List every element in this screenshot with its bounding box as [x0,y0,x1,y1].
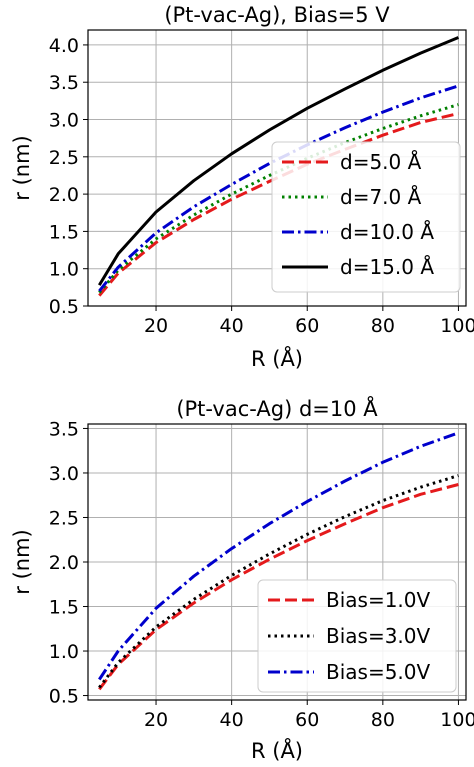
x-tick-label: 60 [295,315,319,337]
chart-panel-2: 20 40 60 80 100 0.5 1.0 1.5 2.0 2.5 3.0 3.5 (Pt-vac-… [10,395,474,763]
series-line-4 [98,36,459,286]
legend-label-3: d=10.0 Å [340,220,434,244]
y-tick-label: 2.0 [49,184,79,206]
series-line-2 [98,474,459,689]
x-tick-label: 80 [371,709,395,731]
chart-title: (Pt-vac-Ag) d=10 Å [176,395,378,421]
y-tick-label: 4.0 [49,35,79,57]
y-axis-title: r (nm) [10,135,34,200]
x-tick-label: 60 [295,709,319,731]
x-axis-title: R (Å) [251,737,303,763]
y-tick-label: 1.0 [49,641,79,663]
x-tick-label: 20 [144,315,168,337]
y-tick-label: 2.5 [49,507,79,529]
legend-label-4: d=15.0 Å [340,255,434,279]
y-tick-label: 0.5 [49,296,79,318]
x-tick-label: 40 [220,315,244,337]
legend-label-2: Bias=3.0V [326,624,431,648]
legend-box [257,579,457,693]
legend: Bias=1.0V Bias=3.0V Bias=5.0V [257,579,457,693]
x-tick-label: 40 [220,709,244,731]
y-tick-label: 1.0 [49,259,79,281]
x-tick-label: 80 [371,315,395,337]
series-line-2 [98,103,459,294]
legend-label-1: Bias=1.0V [326,588,431,612]
x-axis-title: R (Å) [251,345,303,371]
legend-box [271,141,461,293]
plot-frame [87,29,467,307]
y-tick-label: 0.5 [49,686,79,708]
y-axis-title: r (nm) [10,529,34,594]
y-tick-label: 2.0 [49,552,79,574]
y-tick-label: 2.5 [49,147,79,169]
legend-label-3: Bias=5.0V [326,660,431,684]
x-tick-label: 20 [144,709,168,731]
x-tick-label: 100 [440,709,474,731]
chart-title: (Pt-vac-Ag), Bias=5 V [164,3,390,27]
y-tick-label: 3.0 [49,110,79,132]
series-line-3 [98,431,459,681]
chart-panel-1: 20 40 60 80 100 0.5 1.0 1.5 2.0 2.5 3.0 3.5 4.0 (Pt-v… [10,3,474,371]
y-tick-label: 3.5 [49,418,79,440]
y-tick-label: 1.5 [49,221,79,243]
y-tick-label: 1.5 [49,597,79,619]
legend-label-2: d=7.0 Å [340,185,422,209]
legend: d=5.0 Å d=7.0 Å d=10.0 Å d=15.0 Å [271,141,461,293]
x-tick-label: 100 [440,315,474,337]
y-tick-label: 3.5 [49,72,79,94]
legend-label-1: d=5.0 Å [340,150,422,174]
y-tick-label: 3.0 [49,463,79,485]
series-line-1 [98,112,459,297]
